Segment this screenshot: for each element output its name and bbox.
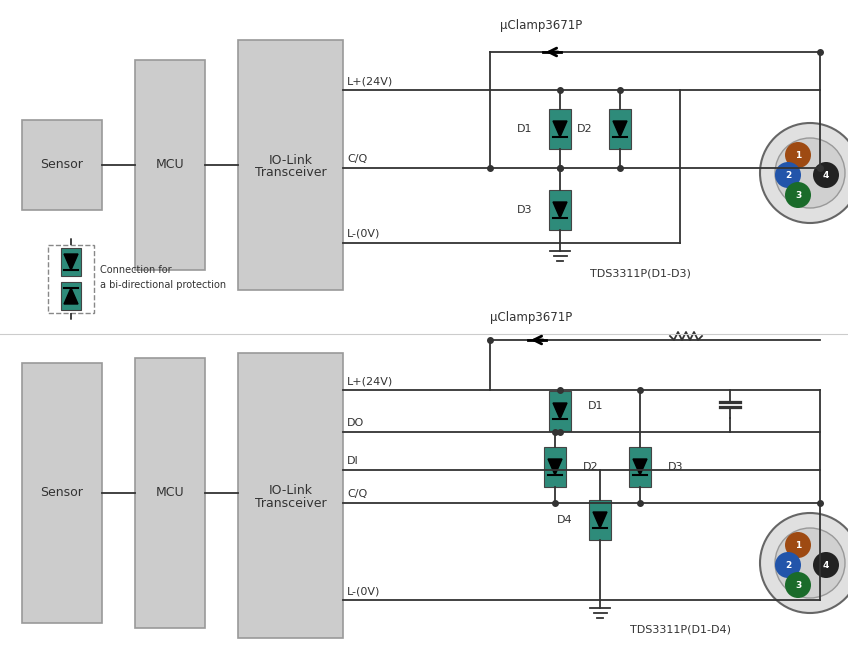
- Circle shape: [775, 162, 801, 188]
- Text: 4: 4: [823, 170, 829, 180]
- Text: Transceiver: Transceiver: [254, 166, 326, 180]
- Text: C/Q: C/Q: [347, 489, 367, 499]
- Bar: [135, 358, 205, 628]
- Text: D3: D3: [668, 462, 683, 472]
- Text: μClamp3671P: μClamp3671P: [490, 311, 572, 324]
- Circle shape: [775, 528, 845, 598]
- Circle shape: [775, 138, 845, 208]
- Text: DO: DO: [347, 418, 365, 428]
- Circle shape: [785, 532, 811, 558]
- Text: Connection for: Connection for: [100, 265, 171, 275]
- Text: C/Q: C/Q: [347, 154, 367, 164]
- Text: D2: D2: [583, 462, 599, 472]
- Bar: [61, 248, 81, 276]
- Text: 3: 3: [795, 190, 801, 200]
- Polygon shape: [64, 254, 78, 270]
- Circle shape: [785, 142, 811, 168]
- Text: 1: 1: [795, 150, 801, 160]
- Polygon shape: [553, 403, 567, 419]
- Text: L-(0V): L-(0V): [347, 586, 381, 596]
- Text: TDS3311P(D1-D3): TDS3311P(D1-D3): [590, 268, 691, 278]
- Text: D3: D3: [516, 205, 532, 215]
- Text: MCU: MCU: [156, 486, 184, 500]
- Polygon shape: [548, 459, 562, 475]
- Text: DI: DI: [347, 456, 359, 466]
- Text: L+(24V): L+(24V): [347, 376, 393, 386]
- Text: 1: 1: [795, 540, 801, 550]
- Text: IO-Link: IO-Link: [269, 154, 313, 166]
- Text: D4: D4: [556, 515, 572, 525]
- Circle shape: [785, 182, 811, 208]
- Text: 2: 2: [785, 560, 791, 570]
- Text: 3: 3: [795, 580, 801, 589]
- Circle shape: [760, 513, 848, 613]
- Bar: [22, 363, 102, 623]
- Circle shape: [813, 552, 839, 578]
- Bar: [549, 391, 571, 431]
- Polygon shape: [64, 288, 78, 304]
- Text: D1: D1: [516, 124, 532, 134]
- Circle shape: [760, 123, 848, 223]
- Bar: [135, 60, 205, 270]
- Bar: [238, 353, 343, 638]
- Bar: [609, 109, 631, 149]
- Text: D2: D2: [577, 124, 592, 134]
- Text: Transceiver: Transceiver: [254, 497, 326, 510]
- Bar: [549, 109, 571, 149]
- Bar: [544, 447, 566, 487]
- Text: D1: D1: [588, 401, 604, 411]
- Polygon shape: [633, 459, 647, 475]
- Circle shape: [785, 572, 811, 598]
- Text: Sensor: Sensor: [41, 486, 83, 500]
- Polygon shape: [593, 512, 607, 528]
- Text: TDS3311P(D1-D4): TDS3311P(D1-D4): [630, 625, 731, 635]
- Text: IO-Link: IO-Link: [269, 484, 313, 497]
- Bar: [629, 447, 651, 487]
- Circle shape: [813, 162, 839, 188]
- Text: μClamp3671P: μClamp3671P: [500, 19, 583, 32]
- Polygon shape: [553, 202, 567, 218]
- Text: MCU: MCU: [156, 158, 184, 172]
- Bar: [48, 245, 94, 313]
- Bar: [61, 282, 81, 310]
- Text: Sensor: Sensor: [41, 158, 83, 172]
- Text: 2: 2: [785, 170, 791, 180]
- Bar: [238, 40, 343, 290]
- Text: L+(24V): L+(24V): [347, 76, 393, 86]
- Circle shape: [775, 552, 801, 578]
- Bar: [22, 120, 102, 210]
- Polygon shape: [613, 121, 627, 137]
- Polygon shape: [553, 121, 567, 137]
- Text: a bi-directional protection: a bi-directional protection: [100, 280, 226, 290]
- Bar: [549, 190, 571, 230]
- Text: L-(0V): L-(0V): [347, 229, 381, 239]
- Text: 4: 4: [823, 560, 829, 570]
- Bar: [589, 500, 611, 540]
